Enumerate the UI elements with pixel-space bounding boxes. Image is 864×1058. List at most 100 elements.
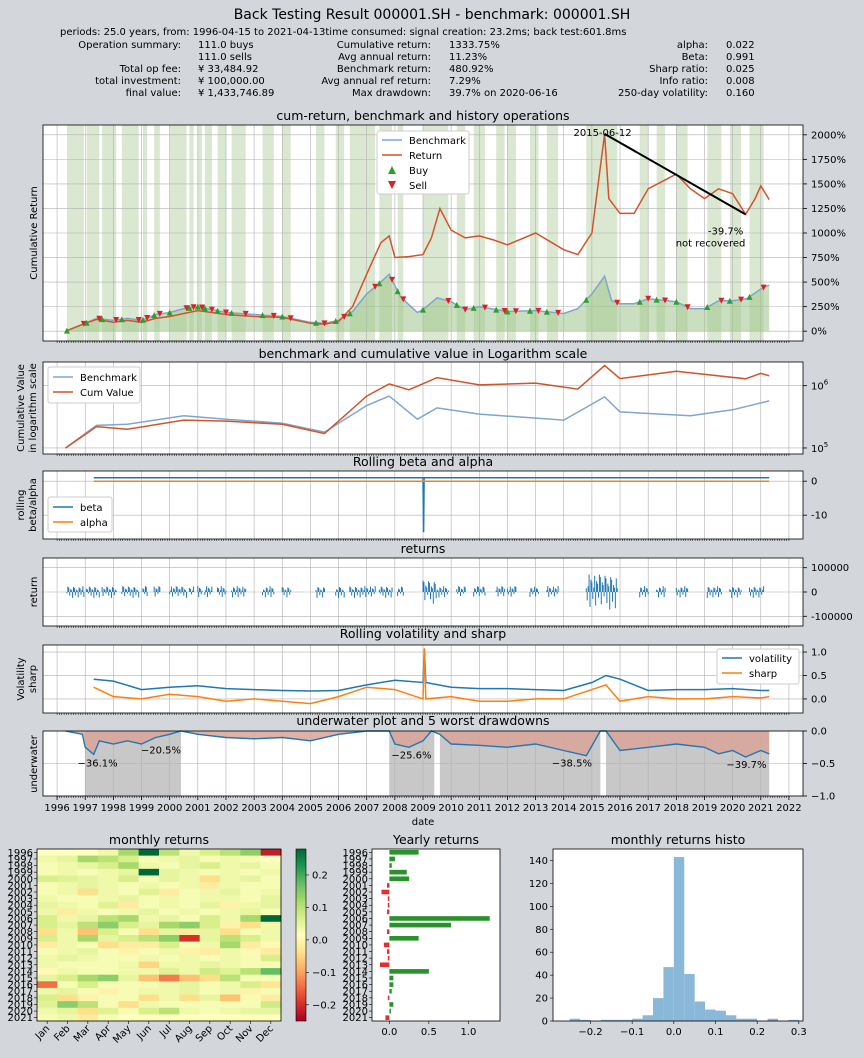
y-axis: −1.0 −0.5 0.0 (803, 727, 835, 803)
heatmap-cell (240, 875, 262, 883)
x-tick-label: Feb (52, 1023, 72, 1043)
heatmap-cell (77, 974, 99, 982)
y-tick-label: 1997 (343, 854, 368, 865)
summary-label: Beta: (682, 52, 708, 63)
heatmap-cell (240, 915, 262, 923)
histogram-bar (569, 1018, 581, 1021)
y-tick-label: -100000 (811, 612, 853, 623)
tick-exponent: 6 (824, 379, 829, 387)
heatmap-cell (98, 875, 119, 883)
heatmap-cell (179, 935, 201, 943)
heatmap-cell (77, 908, 99, 916)
summary-label: alpha: (677, 40, 708, 51)
heatmap-cell (179, 862, 201, 870)
legend: Benchmark Return Buy Sell (376, 130, 470, 195)
heatmap-cell (159, 888, 180, 896)
plot-frame (371, 848, 501, 1022)
yearly-bar (383, 942, 390, 948)
heatmap-cell (37, 888, 58, 896)
heatmap-cell (199, 968, 221, 976)
heatmap-cell (118, 974, 140, 982)
summary-label: Max drawdown: (352, 88, 431, 99)
heatmap-cell (118, 882, 140, 890)
heatmap-cell (118, 928, 140, 936)
heatmap-cell (179, 908, 201, 916)
heatmap-cell (138, 935, 160, 943)
heatmap-cell (220, 888, 241, 896)
buy-marker (151, 312, 158, 319)
heatmap-cell (260, 935, 282, 943)
heatmap-cell (98, 921, 119, 929)
heatmap-cell (240, 1007, 262, 1015)
heatmap-cell (159, 941, 180, 949)
heatmap-cell (199, 954, 221, 962)
yearly-bar (389, 1008, 391, 1014)
yearly-bar (387, 902, 390, 908)
yearly-bar (389, 982, 394, 987)
heatmap-cell (159, 1007, 180, 1015)
heatmap-cell (159, 928, 180, 936)
heatmap-cell (118, 961, 140, 969)
heatmap-cell (240, 954, 262, 962)
heatmap-cell (77, 921, 99, 929)
heatmap-cell (98, 855, 119, 863)
y-tick-label: 1750% (811, 155, 846, 166)
summary-value: 7.29% (449, 76, 481, 87)
sell-marker (684, 304, 691, 311)
yearly-bar (387, 955, 390, 961)
histogram-bar (611, 1019, 622, 1021)
heatmap-cell (118, 908, 140, 916)
heatmap-cell (199, 1014, 221, 1022)
heatmap-cell (37, 901, 58, 909)
heatmap-cell (220, 1014, 241, 1022)
histogram-bars (569, 857, 799, 1021)
buy-marker (504, 308, 511, 315)
heatmap-cells (37, 849, 282, 1022)
sell-marker (222, 309, 229, 316)
heatmap-cell (57, 849, 79, 857)
y-tick-label: 1998 (8, 861, 33, 872)
heatmap-cell (118, 875, 140, 883)
series-layer (65, 364, 770, 449)
buy-marker (139, 316, 146, 323)
y-tick-label: 140 (529, 856, 548, 867)
histogram-bar (653, 998, 664, 1021)
heatmap-cell (77, 961, 99, 969)
x-tick-label: 2004 (270, 803, 295, 814)
tick-exponent: 5 (824, 441, 828, 449)
summary-value: 11.23% (449, 52, 487, 63)
histogram-bar (715, 1010, 726, 1021)
y-axis: 0% 250% 500% 750% 1000% 1250% 1500% 1750% 2000% (803, 130, 846, 338)
heatmap-cell (159, 882, 180, 890)
underwater-line (65, 730, 770, 758)
heatmap-cell (159, 981, 180, 989)
heatmap-cell (138, 941, 160, 949)
x-tick-label: Jan (33, 1023, 52, 1042)
x-tick-label: 2018 (664, 803, 689, 814)
heatmap-cell (77, 981, 99, 989)
x-tick-label: 1997 (72, 803, 97, 814)
sell-marker-icon (388, 181, 396, 189)
y-tick-label: 1250% (811, 204, 846, 215)
buy-marker (726, 297, 733, 304)
heatmap-cell (179, 895, 201, 903)
x-tick-label: 0.3 (791, 1027, 807, 1038)
legend: Benchmark Cum Value (47, 366, 141, 404)
heatmap-cell (220, 928, 241, 936)
y-tick-label: 2005 (8, 907, 33, 918)
y-tick-label: 2009 (343, 934, 368, 945)
heatmap-cell (199, 882, 221, 890)
panel-title: returns (401, 541, 446, 556)
x-tick-label: Dec (254, 1023, 275, 1044)
heatmap-cell (260, 875, 282, 883)
heatmap-cell (138, 855, 160, 863)
heatmap-cell (98, 868, 119, 876)
yearly-bar (379, 962, 390, 968)
y-tick-label: 60 (535, 948, 548, 959)
heatmap-cell (77, 928, 99, 936)
heatmap-cell (98, 981, 119, 989)
heatmap-cell (57, 882, 79, 890)
legend-box (376, 130, 470, 195)
heatmap-cell (57, 1001, 79, 1009)
heatmap-cell (77, 868, 99, 876)
